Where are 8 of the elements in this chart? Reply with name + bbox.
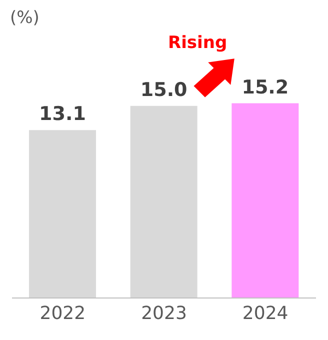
x-tick-label: 2023 — [141, 302, 187, 324]
y-axis-title: (%) — [10, 8, 40, 28]
data-label: 15.2 — [242, 76, 289, 98]
data-label: 15.0 — [140, 78, 188, 101]
data-label: 13.1 — [39, 103, 86, 126]
x-tick-label: 2024 — [242, 302, 288, 324]
x-tick-label: 2022 — [40, 302, 86, 324]
text: Rising — [168, 33, 228, 53]
